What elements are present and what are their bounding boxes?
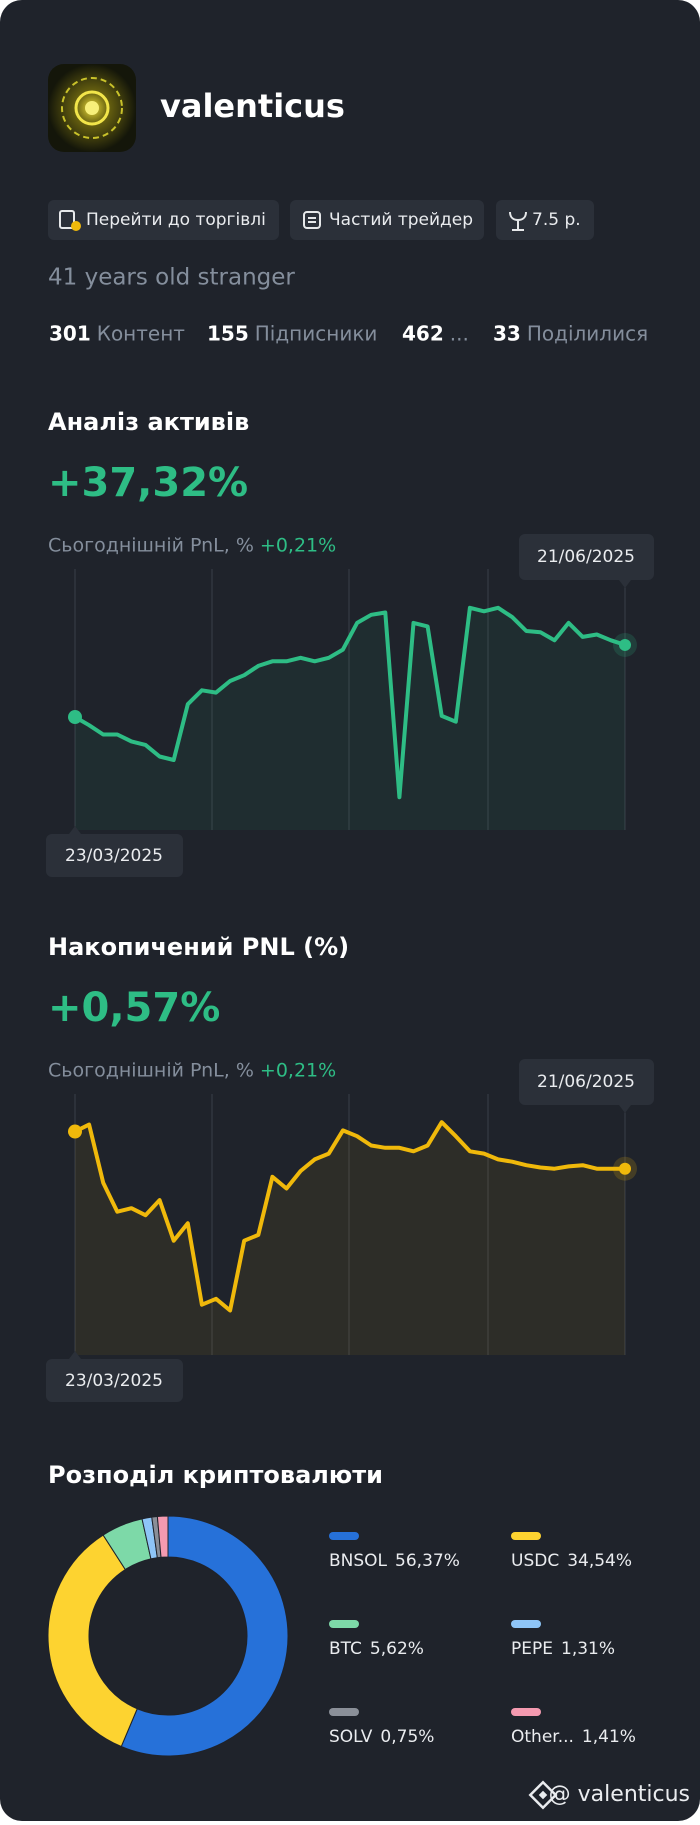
area	[75, 607, 625, 830]
donut-slice	[120, 1515, 289, 1757]
legend-value: 34,54%	[567, 1551, 632, 1571]
date-badge	[519, 1059, 654, 1113]
stat-label: Контент	[97, 322, 186, 346]
legend-swatch	[329, 1708, 359, 1716]
legend-swatch	[511, 1620, 541, 1628]
subtitle-value: +0,21%	[260, 535, 336, 557]
date-badge	[46, 826, 183, 877]
legend-label: Other...	[511, 1727, 574, 1747]
date-badge	[519, 534, 654, 588]
headline-value: +0,57%	[48, 985, 220, 1031]
charts: Аналіз активів +37,32% Сьогоднішній PnL, %…	[46, 408, 654, 1757]
username: valenticus	[160, 87, 345, 125]
date-label: 21/06/2025	[537, 1072, 635, 1092]
date-label: 23/03/2025	[65, 846, 163, 866]
stat-label: Підписники	[255, 322, 378, 346]
legend-label: PEPE	[511, 1639, 553, 1659]
avatar	[48, 64, 136, 152]
legend-value: 1,41%	[582, 1727, 636, 1747]
tag[interactable]: Перейти до торгівлі	[48, 200, 279, 240]
stat-value: 462	[402, 322, 444, 346]
date-badge	[46, 1351, 183, 1402]
legend-label: BTC	[329, 1639, 362, 1659]
legend-swatch	[511, 1708, 541, 1716]
legend-label: SOLV	[329, 1727, 373, 1747]
tag-label: Частий трейдер	[329, 210, 473, 230]
donut-slice	[156, 1515, 169, 1558]
legend-value: 56,37%	[395, 1551, 460, 1571]
donut-slice	[47, 1534, 138, 1748]
end-point	[619, 1162, 631, 1175]
date-label: 21/06/2025	[537, 547, 635, 567]
stats: 301 Контент 155 Підписники 462... 33 Поділилис…	[49, 322, 648, 346]
legend-swatch	[329, 1620, 359, 1628]
footer-handle: @ valenticus	[549, 1782, 690, 1807]
start-point	[68, 710, 82, 725]
legend-swatch	[329, 1532, 359, 1540]
subtitle-label: Сьогоднішній PnL, %	[48, 535, 254, 557]
footer: @ valenticus	[528, 1780, 690, 1810]
subtitle-label: Сьогоднішній PnL, %	[48, 1060, 254, 1082]
tag: Частий трейдер	[290, 200, 484, 240]
end-point	[619, 638, 631, 651]
legend-value: 5,62%	[370, 1639, 424, 1659]
stat-value: 33	[493, 322, 521, 346]
section-title: Накопичений PNL (%)	[48, 933, 349, 961]
tag: 7.5 р.	[496, 200, 594, 240]
area	[75, 1122, 625, 1355]
stat-label: ...	[450, 322, 469, 346]
legend-label: USDC	[511, 1551, 559, 1571]
stat-value: 155	[207, 322, 249, 346]
line	[73, 605, 627, 800]
bio: 41 years old stranger	[48, 265, 295, 291]
subtitle-value: +0,21%	[260, 1060, 336, 1082]
section-title: Аналіз активів	[48, 408, 249, 436]
section-title: Розподіл криптовалюти	[48, 1461, 383, 1489]
stat-label: Поділилися	[527, 322, 648, 346]
start-point	[68, 1124, 82, 1139]
tag-label: Перейти до торгівлі	[86, 210, 266, 230]
stat-value: 301	[49, 322, 91, 346]
headline-value: +37,32%	[48, 460, 248, 506]
legend-value: 0,75%	[380, 1727, 434, 1747]
tag-label: 7.5 р.	[532, 210, 581, 230]
legend-value: 1,31%	[561, 1639, 615, 1659]
date-label: 23/03/2025	[65, 1371, 163, 1391]
legend-label: BNSOL	[329, 1551, 388, 1571]
legend-swatch	[511, 1532, 541, 1540]
line	[73, 1120, 627, 1313]
